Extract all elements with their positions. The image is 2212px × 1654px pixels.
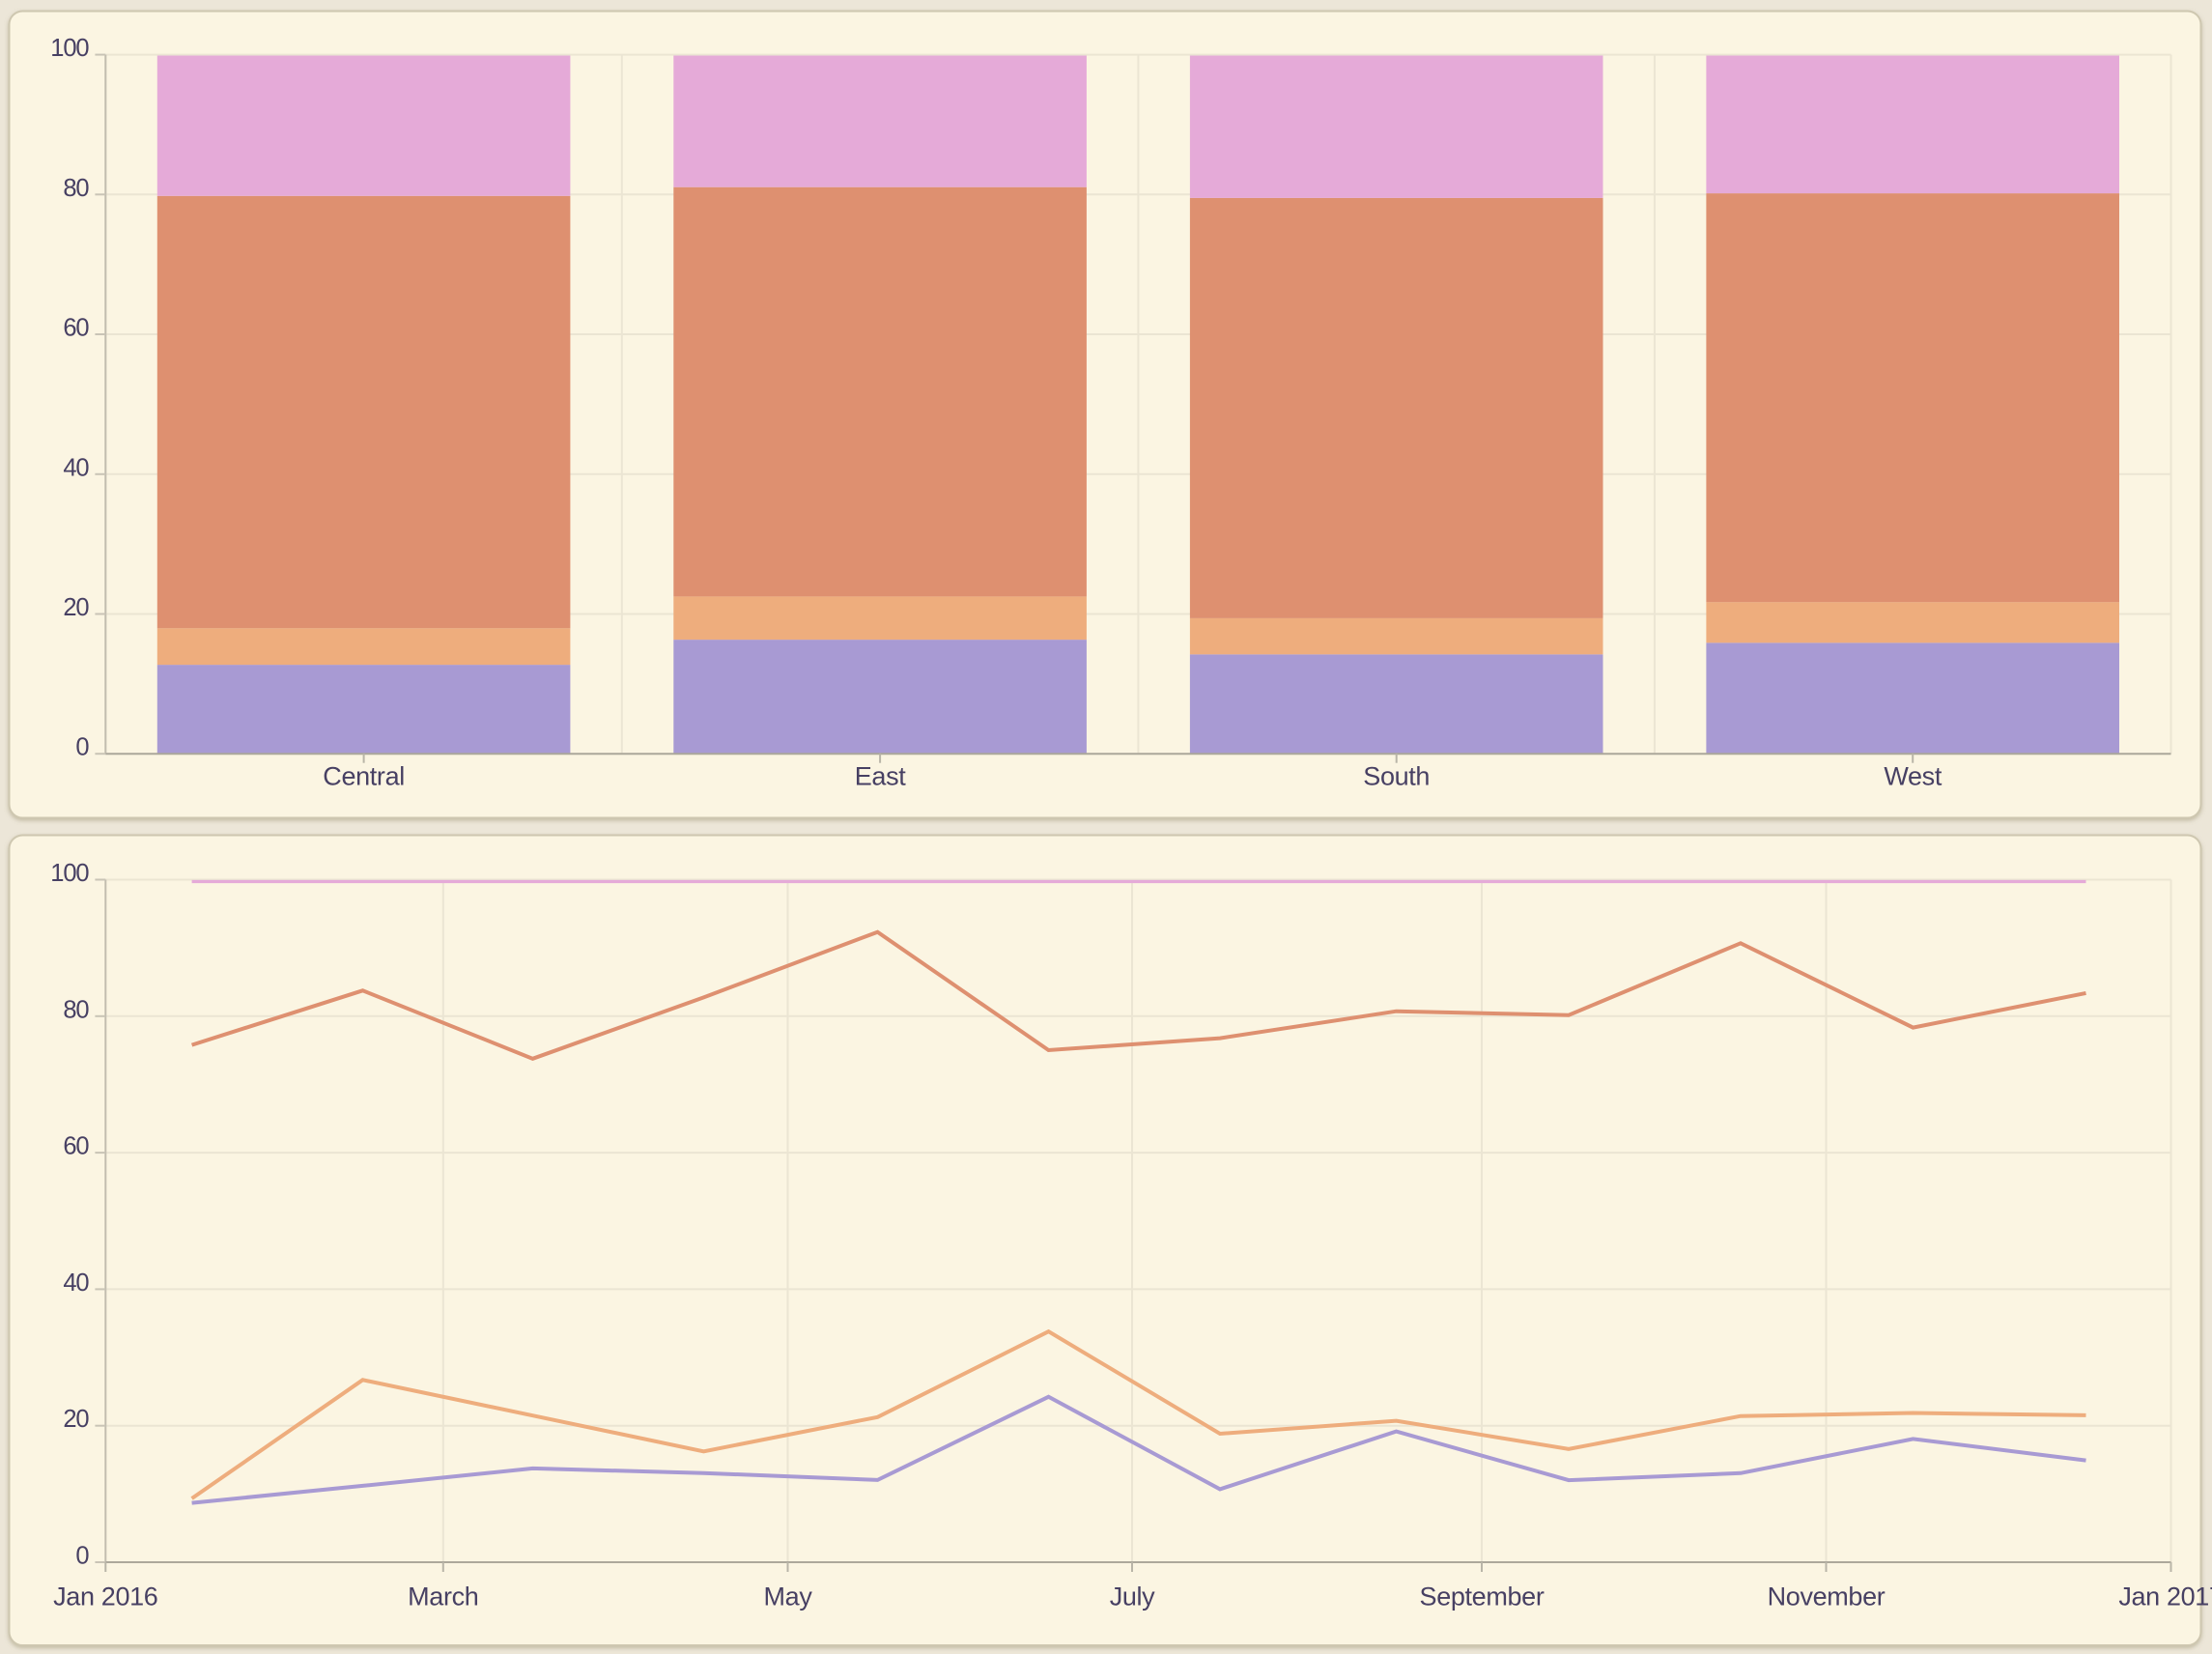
svg-text:80: 80 xyxy=(63,996,89,1023)
svg-text:November: November xyxy=(1768,1583,1886,1611)
svg-text:0: 0 xyxy=(75,1543,89,1570)
svg-text:September: September xyxy=(1420,1583,1545,1611)
svg-text:60: 60 xyxy=(63,1133,89,1160)
svg-text:West: West xyxy=(1884,762,1942,791)
svg-text:Jan 2016: Jan 2016 xyxy=(53,1583,157,1611)
svg-text:100: 100 xyxy=(50,860,89,887)
svg-text:100: 100 xyxy=(50,35,89,62)
svg-text:0: 0 xyxy=(75,734,89,761)
svg-text:Jan 2017: Jan 2017 xyxy=(2118,1583,2212,1611)
svg-text:East: East xyxy=(855,762,906,791)
svg-text:20: 20 xyxy=(63,594,89,621)
svg-text:40: 40 xyxy=(63,1269,89,1297)
svg-text:Central: Central xyxy=(323,762,405,791)
svg-text:40: 40 xyxy=(63,454,89,481)
svg-text:July: July xyxy=(1110,1583,1155,1611)
svg-text:South: South xyxy=(1363,762,1430,791)
svg-text:May: May xyxy=(764,1583,813,1611)
svg-text:80: 80 xyxy=(63,175,89,202)
svg-text:March: March xyxy=(408,1583,478,1611)
svg-text:60: 60 xyxy=(63,315,89,342)
svg-text:20: 20 xyxy=(63,1406,89,1433)
